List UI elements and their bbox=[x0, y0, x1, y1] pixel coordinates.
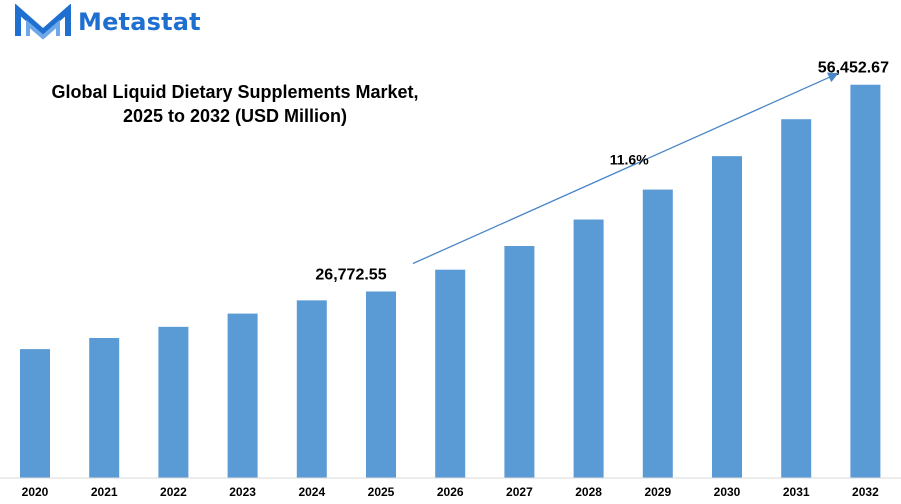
bar-2020 bbox=[20, 349, 50, 478]
bar-2030 bbox=[712, 156, 742, 478]
x-tick-label-2027: 2027 bbox=[506, 485, 533, 499]
x-tick-label-2028: 2028 bbox=[575, 485, 602, 499]
bar-2025 bbox=[366, 291, 396, 478]
cagr-label: 11.6% bbox=[610, 152, 649, 168]
metastat-m-logo-icon bbox=[15, 4, 71, 40]
bar-2023 bbox=[227, 313, 258, 478]
bar-2031 bbox=[781, 119, 812, 478]
bar-2032 bbox=[850, 84, 881, 478]
cagr-arrow bbox=[412, 72, 839, 265]
x-tick-label-2029: 2029 bbox=[644, 485, 671, 499]
data-label-2025: 26,772.55 bbox=[315, 266, 386, 283]
x-tick-label-2025: 2025 bbox=[368, 485, 395, 499]
x-tick-label-2022: 2022 bbox=[160, 485, 187, 499]
x-tick-label-2030: 2030 bbox=[714, 485, 741, 499]
bar-2024 bbox=[296, 300, 327, 478]
chart-title: Global Liquid Dietary Supplements Market… bbox=[20, 80, 450, 128]
chart-title-line-1: Global Liquid Dietary Supplements Market… bbox=[51, 82, 419, 102]
x-tick-label-2026: 2026 bbox=[437, 485, 464, 499]
brand-name: Metastat bbox=[78, 8, 201, 36]
bar-2029 bbox=[642, 189, 673, 478]
data-label-2032: 56,452.67 bbox=[818, 60, 889, 77]
chart-title-line-2: 2025 to 2032 (USD Million) bbox=[122, 106, 348, 126]
x-tick-label-2024: 2024 bbox=[298, 485, 325, 499]
x-tick-label-2023: 2023 bbox=[229, 485, 256, 499]
x-tick-label-2032: 2032 bbox=[852, 485, 879, 499]
bar-2027 bbox=[504, 246, 535, 478]
bar-2022 bbox=[158, 326, 189, 478]
bar-2026 bbox=[435, 269, 466, 478]
brand-logo: Metastat bbox=[14, 4, 201, 40]
x-tick-label-2020: 2020 bbox=[22, 485, 49, 499]
x-tick-label-2021: 2021 bbox=[91, 485, 118, 499]
bar-2021 bbox=[89, 337, 120, 478]
x-tick-label-2031: 2031 bbox=[783, 485, 810, 499]
bar-2028 bbox=[573, 219, 604, 478]
